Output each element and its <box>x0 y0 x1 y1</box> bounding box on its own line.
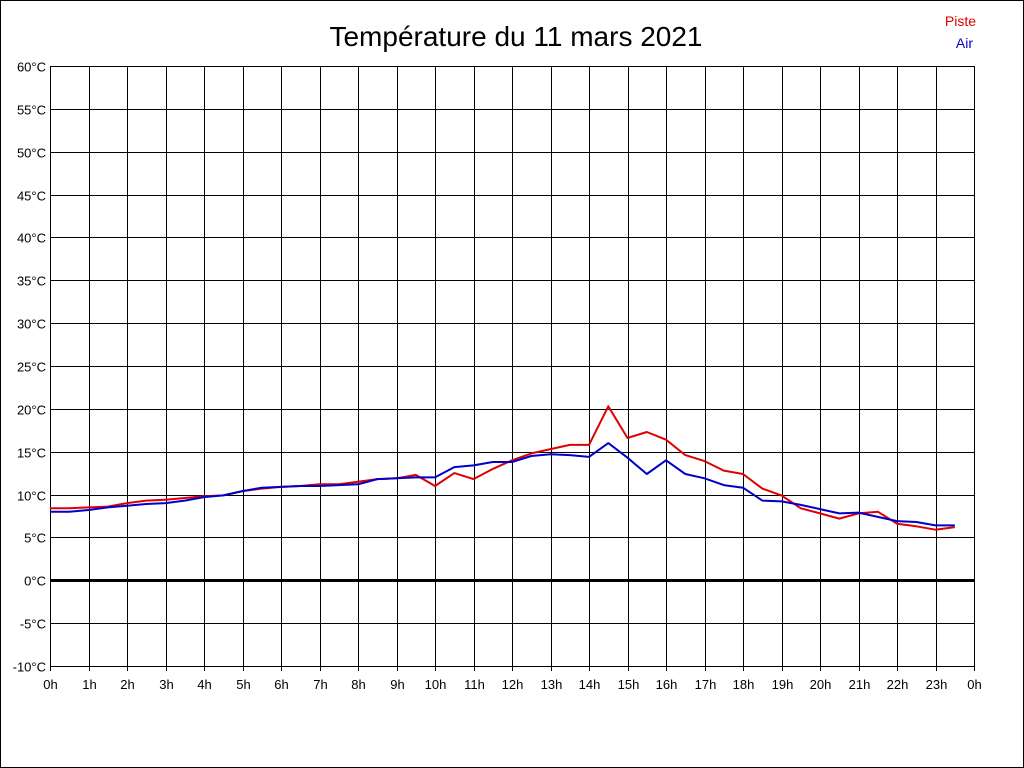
series-layer <box>50 405 955 531</box>
y-tick-label: -5°C <box>20 617 46 632</box>
x-tick-label: 15h <box>618 677 640 692</box>
x-tick-label: 19h <box>772 677 794 692</box>
x-tick-label: 5h <box>236 677 250 692</box>
x-tick-label: 22h <box>887 677 909 692</box>
x-tick-label: 9h <box>390 677 404 692</box>
x-tick-label: 3h <box>159 677 173 692</box>
x-tick-label: 17h <box>695 677 717 692</box>
x-tick-label: 10h <box>425 677 447 692</box>
x-tick-label: 6h <box>274 677 288 692</box>
x-tick-label: 11h <box>464 677 485 692</box>
x-tick-label: 0h <box>967 677 981 692</box>
y-tick-label: 25°C <box>17 360 46 375</box>
y-tick-label: 40°C <box>17 231 46 246</box>
x-tick-label: 4h <box>197 677 211 692</box>
y-tick-label: 0°C <box>24 574 46 589</box>
y-tick-label: 30°C <box>17 317 46 332</box>
legend: Piste Air <box>945 13 976 51</box>
chart-title: Température du 11 mars 2021 <box>329 21 702 52</box>
x-tick-label: 18h <box>733 677 755 692</box>
x-tick-label: 16h <box>656 677 678 692</box>
x-tick-label: 2h <box>120 677 134 692</box>
y-tick-label: 55°C <box>17 103 46 118</box>
legend-entry-piste: Piste <box>945 13 976 29</box>
y-tick-label: 15°C <box>17 446 46 461</box>
x-tick-label: 8h <box>351 677 365 692</box>
x-tick-label: 20h <box>810 677 832 692</box>
grid-layer <box>50 66 975 671</box>
y-tick-label: 60°C <box>17 60 46 75</box>
x-tick-label: 14h <box>579 677 601 692</box>
legend-entry-air: Air <box>956 35 973 51</box>
x-tick-label: 0h <box>43 677 57 692</box>
series-line-piste <box>50 405 955 531</box>
x-tick-label: 7h <box>313 677 327 692</box>
y-tick-label: 20°C <box>17 403 46 418</box>
y-tick-label: 5°C <box>24 531 46 546</box>
y-tick-label: -10°C <box>13 660 46 675</box>
x-tick-label: 21h <box>849 677 871 692</box>
y-tick-label: 45°C <box>17 189 46 204</box>
series-line-air <box>50 442 955 527</box>
x-tick-label: 13h <box>541 677 563 692</box>
x-tick-label: 1h <box>82 677 96 692</box>
x-tick-label: 12h <box>502 677 524 692</box>
x-tick-label: 23h <box>926 677 948 692</box>
y-tick-label: 35°C <box>17 274 46 289</box>
y-tick-label: 10°C <box>17 489 46 504</box>
y-tick-label: 50°C <box>17 146 46 161</box>
axis-labels: 0h 1h 2h 3h 4h 5h 6h 7h 8h 9h 10h 11h 12h 13h 14h 15h 16… <box>13 60 982 693</box>
